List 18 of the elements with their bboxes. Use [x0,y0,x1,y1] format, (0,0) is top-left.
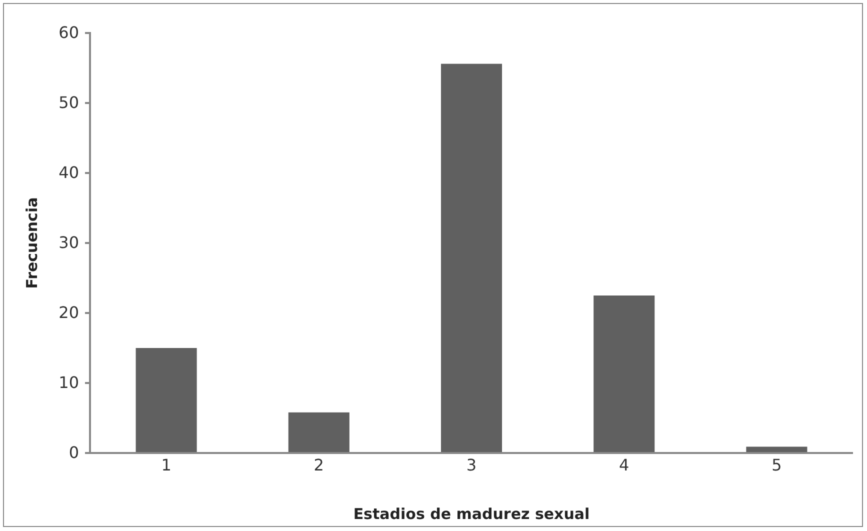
y-tick-label: 0 [68,443,79,462]
y-tick-label: 50 [58,93,79,112]
y-tick-label: 30 [58,233,79,252]
x-tick-label: 1 [161,455,172,474]
y-tick-label: 20 [58,303,79,322]
y-tick-label: 60 [58,23,79,42]
bar [136,348,197,453]
x-tick-label: 4 [619,455,630,474]
y-tick-label: 10 [58,373,79,392]
bar [594,296,655,453]
x-tick-label: 2 [314,455,324,474]
x-tick-label: 5 [772,455,782,474]
y-tick-label: 40 [58,163,79,182]
bar [440,64,502,453]
y-axis-title: Frecuencia [23,197,41,289]
bar [288,412,350,453]
x-axis-title: Estadios de madurez sexual [353,505,590,523]
x-tick-label: 3 [466,455,477,474]
